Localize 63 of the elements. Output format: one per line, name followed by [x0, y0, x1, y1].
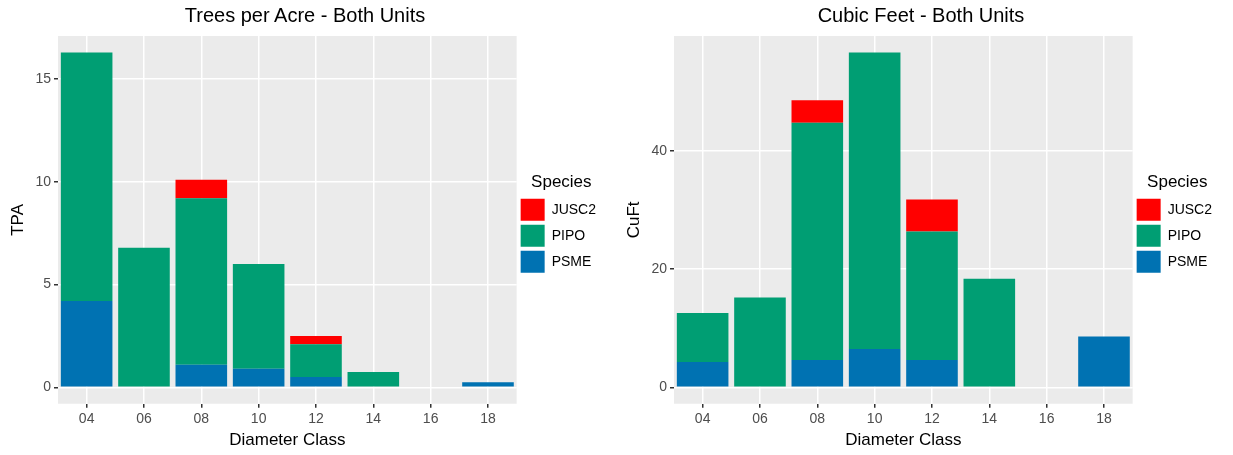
bar: [676, 312, 729, 362]
x-tick-label: 04: [694, 410, 711, 427]
legend-label: PSME: [551, 252, 592, 269]
x-tick-label: 06: [752, 410, 768, 427]
bar: [118, 247, 170, 387]
bar: [848, 52, 901, 349]
y-tick-label: 10: [35, 172, 52, 189]
bar: [60, 52, 113, 302]
x-tick-label: 16: [422, 410, 439, 427]
x-tick-label: 16: [1038, 410, 1055, 427]
bar: [175, 179, 228, 199]
bar: [906, 360, 958, 387]
x-tick-label: 08: [193, 410, 210, 427]
bar: [906, 199, 958, 232]
chart-title: Cubic Feet - Both Units: [817, 3, 1025, 26]
legend-label: JUSC2: [551, 200, 597, 217]
x-axis-title: Diameter Class: [229, 430, 346, 450]
bar: [676, 361, 729, 387]
x-tick-label: 12: [924, 410, 940, 427]
x-tick-label: 10: [866, 410, 883, 427]
legend-label: JUSC2: [1167, 200, 1213, 217]
x-tick-label: 18: [480, 410, 496, 427]
chart-title: Trees per Acre - Both Units: [184, 3, 426, 26]
bar: [848, 348, 901, 387]
y-tick-label: 20: [651, 260, 668, 277]
bar: [290, 335, 342, 345]
bar: [1078, 336, 1130, 387]
legend-title: Species: [1147, 172, 1208, 192]
y-tick-label: 0: [43, 378, 52, 395]
bar: [791, 360, 844, 387]
bar: [175, 198, 228, 365]
x-tick-label: 10: [250, 410, 267, 427]
x-tick-label: 06: [136, 410, 152, 427]
x-tick-label: 04: [78, 410, 95, 427]
bar: [347, 371, 400, 387]
bar: [232, 368, 285, 387]
bar: [175, 364, 228, 387]
bar: [791, 100, 844, 123]
x-tick-label: 18: [1096, 410, 1112, 427]
x-tick-label: 08: [809, 410, 826, 427]
bar: [462, 382, 514, 387]
x-tick-label: 14: [365, 410, 382, 427]
bar: [232, 264, 285, 369]
x-axis-title: Diameter Class: [845, 430, 962, 450]
bar: [791, 122, 844, 361]
legend-label: PIPO: [551, 226, 586, 243]
legend-label: PSME: [1167, 252, 1208, 269]
legend-title: Species: [531, 172, 592, 192]
bar: [290, 377, 342, 387]
x-tick-label: 12: [308, 410, 324, 427]
y-axis-title: CuFt: [623, 201, 643, 239]
bar: [963, 278, 1016, 387]
bar: [734, 297, 786, 387]
y-tick-label: 5: [43, 275, 52, 292]
bar: [60, 301, 113, 387]
y-tick-label: 40: [651, 141, 668, 158]
bar: [290, 344, 342, 378]
x-tick-label: 14: [981, 410, 998, 427]
y-tick-label: 15: [35, 70, 52, 87]
y-tick-label: 0: [659, 378, 668, 395]
legend-label: PIPO: [1167, 226, 1202, 243]
y-axis-title: TPA: [7, 203, 27, 236]
bar: [906, 231, 958, 361]
